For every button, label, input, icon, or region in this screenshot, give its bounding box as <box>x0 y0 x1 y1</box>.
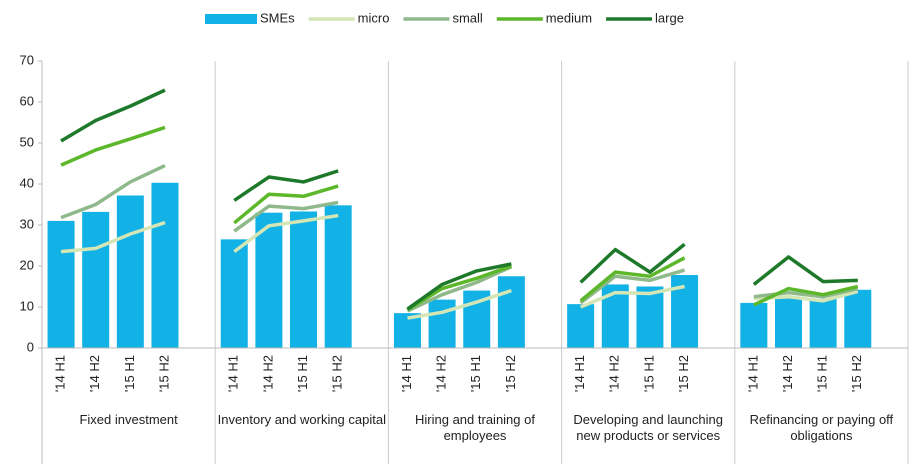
legend-label: large <box>655 10 684 25</box>
bar <box>47 220 75 348</box>
legend-label: micro <box>358 10 390 25</box>
x-tick-label: '15 H1 <box>641 355 656 392</box>
line <box>753 284 859 307</box>
line <box>60 88 166 143</box>
line <box>60 125 166 167</box>
group-label: Hiring and training of employees <box>415 412 535 443</box>
bar <box>671 275 699 348</box>
group-label: Refinancing or paying off obligations <box>749 412 894 443</box>
y-tick-label: 20 <box>20 257 34 272</box>
group-label: Inventory and working capital <box>217 412 386 427</box>
x-tick-label: '15 H1 <box>295 355 310 392</box>
legend-label: medium <box>546 10 592 25</box>
y-tick-label: 30 <box>20 216 34 231</box>
bar <box>844 289 872 348</box>
x-tick-label: '15 H2 <box>156 355 171 392</box>
bar <box>82 211 110 348</box>
x-tick-label: '15 H2 <box>330 355 345 392</box>
x-tick-label: '14 H1 <box>399 355 414 392</box>
x-tick-label: '14 H1 <box>745 355 760 392</box>
y-tick-label: 60 <box>20 93 34 108</box>
line <box>233 200 339 233</box>
bar <box>151 182 179 348</box>
line <box>579 242 686 284</box>
y-tick-label: 10 <box>20 298 34 313</box>
line <box>233 184 339 225</box>
bar <box>774 296 802 348</box>
bar <box>255 212 283 348</box>
bar <box>324 205 352 348</box>
x-tick-label: '15 H1 <box>122 355 137 392</box>
line <box>752 255 858 286</box>
y-tick-label: 50 <box>20 134 34 149</box>
y-tick-label: 0 <box>27 339 34 354</box>
x-tick-label: '15 H1 <box>468 355 483 392</box>
bar <box>497 276 525 348</box>
line <box>406 262 512 311</box>
bar <box>636 286 664 348</box>
x-tick-label: '14 H1 <box>52 355 67 392</box>
line <box>407 288 512 320</box>
group-label: Fixed investment <box>79 412 178 427</box>
line <box>406 264 512 312</box>
x-tick-label: '14 H1 <box>226 355 241 392</box>
bar <box>567 304 595 348</box>
line <box>406 265 513 313</box>
x-tick-label: '14 H2 <box>87 355 102 392</box>
line <box>60 220 166 254</box>
group-label: Developing and launching new products or… <box>573 412 723 443</box>
line <box>233 213 339 254</box>
line <box>579 256 686 303</box>
y-tick-label: 70 <box>20 52 34 67</box>
line <box>233 169 339 202</box>
line <box>753 286 859 299</box>
bar <box>428 299 456 348</box>
x-tick-label: '14 H2 <box>434 355 449 392</box>
x-tick-label: '14 H2 <box>607 355 622 392</box>
bar <box>809 298 837 348</box>
x-tick-label: '15 H2 <box>676 355 691 392</box>
x-tick-label: '14 H2 <box>260 355 275 392</box>
x-tick-label: '15 H1 <box>815 355 830 392</box>
bar <box>740 302 768 348</box>
legend-label: small <box>452 10 482 25</box>
line <box>60 163 166 220</box>
line <box>579 268 686 305</box>
x-tick-label: '14 H2 <box>780 355 795 392</box>
line <box>579 284 685 309</box>
x-tick-label: '15 H2 <box>849 355 864 392</box>
legend-swatch <box>205 14 257 24</box>
bar <box>116 195 144 348</box>
bar <box>220 239 248 348</box>
x-tick-label: '14 H1 <box>572 355 587 392</box>
x-tick-label: '15 H2 <box>503 355 518 392</box>
legend-label: SMEs <box>260 10 295 25</box>
bar <box>290 211 318 348</box>
bar <box>393 313 421 348</box>
y-tick-label: 40 <box>20 175 34 190</box>
